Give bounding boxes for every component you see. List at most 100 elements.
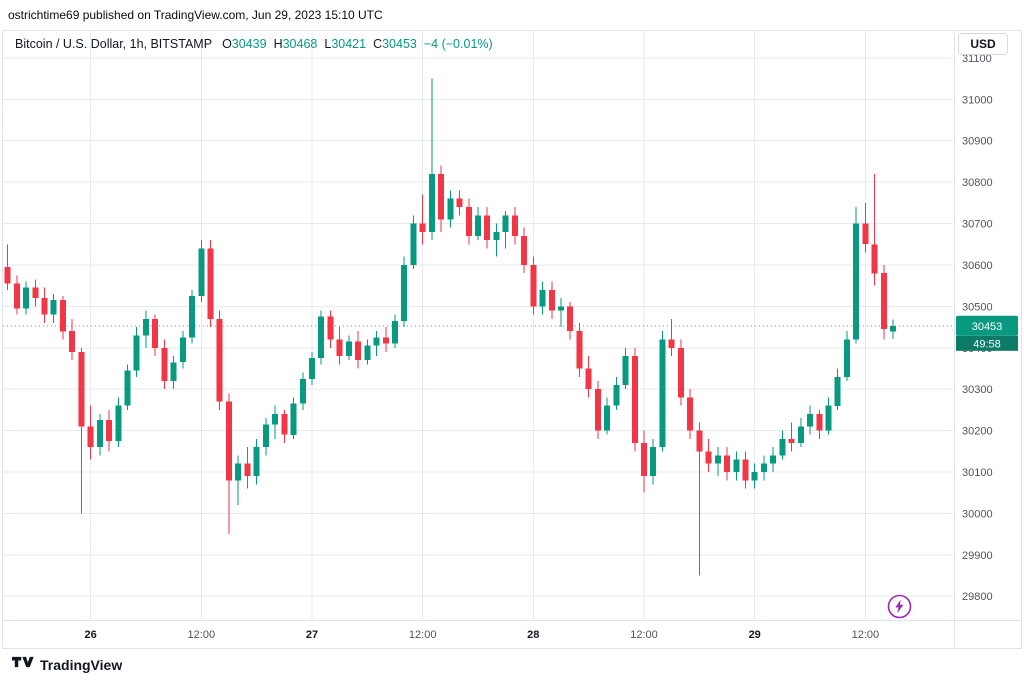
candle[interactable] [216,310,223,410]
candle[interactable] [50,293,57,323]
candle[interactable] [668,318,675,357]
time-axis[interactable]: 26 12:00 27 12:00 28 12:00 29 12:00 [3,620,954,648]
candle[interactable] [622,347,629,390]
candle[interactable] [170,356,177,390]
candle[interactable] [244,447,251,489]
candle[interactable] [447,190,454,228]
candle[interactable] [410,215,417,270]
candle[interactable] [309,351,315,385]
candle[interactable] [438,165,445,232]
candle[interactable] [733,451,740,481]
candle[interactable] [779,430,786,460]
candle[interactable] [493,223,500,257]
candle[interactable] [392,314,398,348]
candle[interactable] [106,409,113,452]
candle[interactable] [41,287,48,323]
candle[interactable] [788,422,795,452]
candle[interactable] [87,405,94,460]
candle[interactable] [705,438,712,472]
candle[interactable] [539,281,546,315]
candle[interactable] [484,207,491,249]
candle[interactable] [770,447,777,472]
candle[interactable] [124,364,131,410]
currency-toggle-button[interactable]: USD [958,33,1008,55]
candlestick-chart[interactable] [3,31,953,619]
candle[interactable] [548,281,555,319]
candle[interactable] [567,302,574,340]
candle[interactable] [714,447,721,477]
footer-brand[interactable]: TradingView [12,655,122,674]
candle[interactable] [327,310,334,348]
time-axis-labels[interactable]: 26 12:00 27 12:00 28 12:00 29 12:00 [3,621,953,648]
candle[interactable] [23,281,30,315]
candle[interactable] [161,339,168,390]
candle[interactable] [226,393,232,535]
candle[interactable] [336,327,343,365]
candle[interactable] [465,198,472,245]
candle[interactable] [677,339,684,406]
candle[interactable] [890,319,896,340]
candle[interactable] [687,389,694,439]
price-scale[interactable]: USD 298002990030000301003020030300304003… [954,31,1021,620]
candle[interactable] [558,298,564,328]
candle[interactable] [32,279,39,307]
candle[interactable] [816,409,823,439]
candle[interactable] [880,265,887,340]
candle[interactable] [530,256,537,315]
candle[interactable] [456,190,463,216]
candle[interactable] [345,335,352,361]
candle[interactable] [641,430,647,493]
candle[interactable] [825,397,832,435]
candle[interactable] [96,414,103,456]
candle[interactable] [382,327,389,352]
candle[interactable] [133,327,140,377]
candle[interactable] [373,331,380,357]
candle[interactable] [511,207,518,245]
candle[interactable] [355,331,362,369]
candle[interactable] [253,438,260,485]
candle[interactable] [751,463,758,489]
candle[interactable] [797,418,804,448]
candle[interactable] [742,451,749,489]
boost-button[interactable] [887,594,912,619]
symbol-title[interactable]: Bitcoin / U.S. Dollar, 1h, BITSTAMP [15,37,213,51]
candle[interactable] [4,244,11,290]
candle[interactable] [576,322,583,377]
candle[interactable] [585,356,592,398]
chart-pane[interactable]: Bitcoin / U.S. Dollar, 1h, BITSTAMP O3043… [3,31,954,620]
candle[interactable] [13,275,20,315]
candle[interactable] [862,202,869,253]
candle[interactable] [318,310,325,365]
candle[interactable] [631,347,638,452]
candle[interactable] [843,331,850,381]
candle[interactable] [724,447,730,481]
candle[interactable] [604,397,611,435]
candle[interactable] [60,296,66,340]
candle[interactable] [78,347,85,514]
candle[interactable] [281,409,288,443]
candle[interactable] [272,405,279,439]
candle[interactable] [807,405,813,435]
candle[interactable] [189,289,196,344]
candle[interactable] [290,397,297,439]
candle[interactable] [419,194,426,245]
candle[interactable] [69,318,76,361]
candle[interactable] [659,331,666,452]
candle[interactable] [262,418,269,456]
candle[interactable] [364,339,371,365]
candle[interactable] [502,211,509,249]
candle[interactable] [143,310,149,348]
candle[interactable] [401,256,408,328]
candle[interactable] [152,314,159,357]
candle[interactable] [299,372,306,410]
candle[interactable] [207,240,214,328]
candle[interactable] [871,173,878,286]
candle[interactable] [696,422,703,576]
candle[interactable] [475,207,481,241]
candle[interactable] [198,240,205,303]
candle[interactable] [760,455,767,481]
candle[interactable] [428,78,435,241]
price-scale-labels[interactable]: 2980029900300003010030200303003040030500… [955,31,1021,619]
candle[interactable] [235,455,242,506]
candle[interactable] [594,380,601,439]
